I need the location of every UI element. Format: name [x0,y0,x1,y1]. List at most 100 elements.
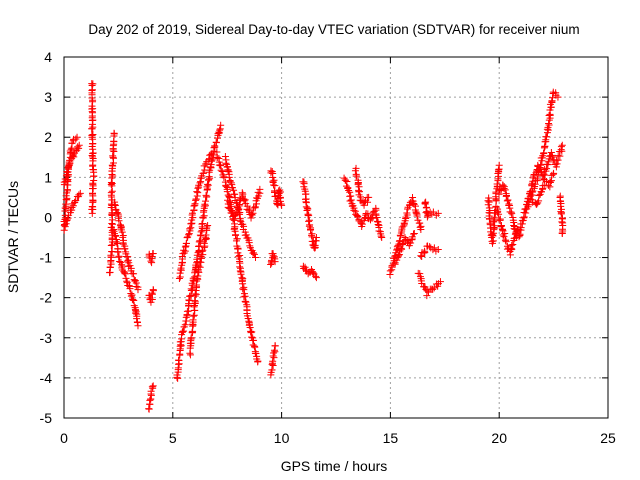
data-point [197,238,205,246]
y-tick-label: 3 [44,89,52,105]
data-point [312,272,320,280]
data-point [510,225,518,233]
data-point [110,148,118,156]
data-point [307,231,315,239]
data-point [194,272,202,280]
y-tick-label: -3 [40,330,53,346]
data-point [413,212,421,220]
data-point [109,172,117,180]
data-point [222,182,230,190]
data-point [72,135,80,143]
data-point [66,158,74,166]
data-point [492,190,500,198]
data-point [547,148,555,156]
y-tick-label: -5 [40,410,53,426]
data-point [410,200,418,208]
data-point [241,298,249,306]
plot-frame [63,56,609,419]
data-point [271,342,279,350]
data-point [72,197,80,205]
data-point [501,186,509,194]
data-point [213,154,221,162]
data-point [230,186,238,194]
data-point [545,119,553,127]
data-point [407,239,415,247]
data-point [358,220,366,228]
data-point [145,405,153,413]
y-axis-label: SDTVAR / TECUs [5,181,21,293]
data-point [493,180,501,188]
data-point [254,188,262,196]
data-point [430,244,438,252]
data-point [251,349,259,357]
data-point [125,282,133,290]
data-point [73,146,81,154]
data-point [179,328,187,336]
data-point [133,319,141,327]
data-point [180,246,188,254]
data-point [126,285,134,293]
data-point [388,262,396,270]
data-point [202,231,210,239]
data-point [501,236,509,244]
data-point [499,181,507,189]
data-point [504,196,512,204]
data-point [196,237,204,245]
data-point [509,241,517,249]
data-point [61,175,69,183]
data-point [372,210,380,218]
data-point [132,309,140,317]
data-point [149,286,157,294]
data-point [149,250,157,258]
data-point [311,241,319,249]
data-point [248,211,256,219]
data-point [554,93,562,101]
data-point [558,218,566,226]
data-point [121,270,129,278]
data-point [189,312,197,320]
data-point [88,125,96,133]
data-point [548,94,556,102]
data-point [251,203,259,211]
data-point [200,239,208,247]
data-point [305,217,313,225]
data-point [222,159,230,167]
data-point [251,342,259,350]
data-point [247,214,255,222]
data-point [181,321,189,329]
data-point [191,297,199,305]
data-point [240,286,248,294]
data-point [503,197,511,205]
data-point [234,209,242,217]
data-point [73,133,81,141]
data-point [377,232,385,240]
data-point [524,194,532,202]
data-point [181,243,189,251]
data-point [558,141,566,149]
data-point [132,282,140,290]
data-point [122,274,130,282]
data-point [75,141,83,149]
data-point [194,184,202,192]
data-point [193,188,201,196]
data-point [214,130,222,138]
data-point [237,270,245,278]
data-point [526,188,534,196]
data-point [221,153,229,161]
x-tick-label: 25 [600,430,616,446]
data-point [197,252,205,260]
data-point [543,133,551,141]
data-point [249,249,257,257]
data-point [224,167,232,175]
data-point [552,163,560,171]
data-point [191,290,199,298]
data-point [534,161,542,169]
data-point [208,149,216,157]
data-point [508,241,516,249]
data-point [535,192,543,200]
data-point [111,232,119,240]
data-point [557,143,565,151]
y-tick-label: 1 [44,169,52,185]
data-point [544,158,552,166]
data-point [393,246,401,254]
